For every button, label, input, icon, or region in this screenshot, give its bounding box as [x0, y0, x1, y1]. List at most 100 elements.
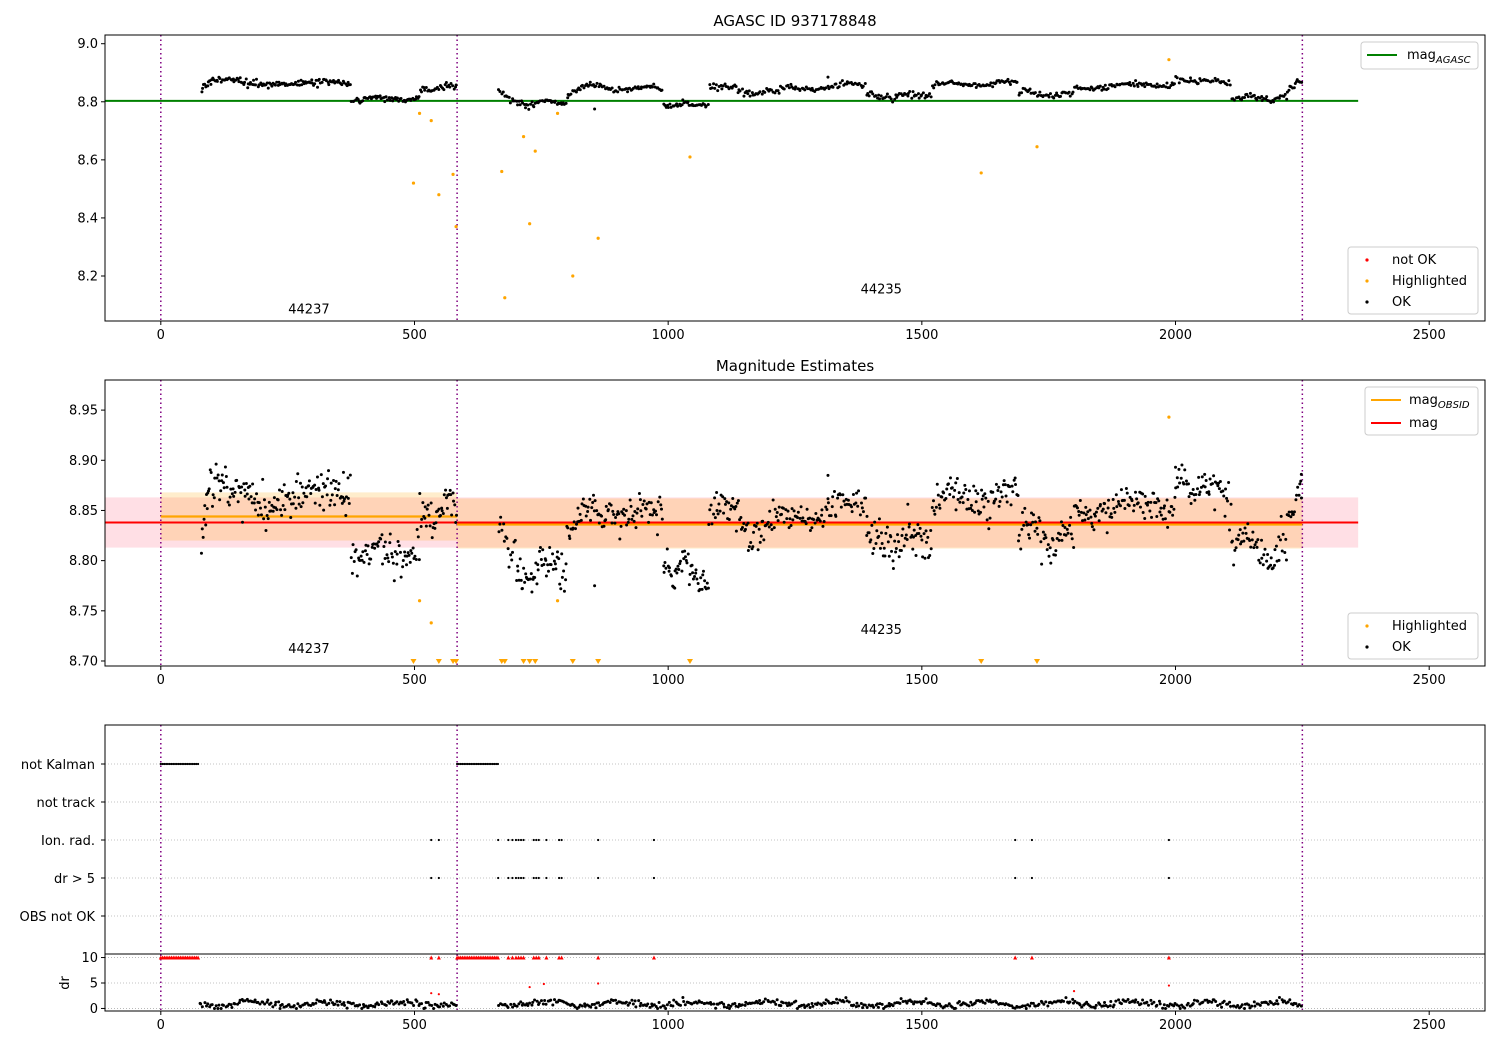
dr-point-229 [614, 998, 618, 1002]
panel2-ytick-label-3: 8.85 [69, 504, 98, 519]
panel2-ok-point-1078 [1174, 465, 1178, 469]
flag-point-3-14 [560, 876, 563, 880]
panel2-ok-point-806 [1028, 536, 1032, 540]
offscale-marker-6 [520, 659, 527, 664]
panel1-xtick-label-2: 1000 [652, 328, 685, 343]
panel2-ok-point-309 [536, 568, 540, 572]
panel2-ok-point-27 [223, 465, 227, 469]
panel2-ok-point-75 [269, 509, 273, 513]
panel1-ok-point-312 [627, 86, 631, 90]
panel2-ok-point-504 [727, 501, 731, 505]
panel1-ok-point-793 [1287, 88, 1291, 92]
dr-point-588 [1201, 1000, 1205, 1004]
dr-point-169 [515, 1004, 519, 1008]
panel2-ok-point-635 [865, 533, 869, 537]
dr-point-186 [543, 998, 547, 1002]
flag-point-3-19 [1167, 876, 1171, 880]
panel1-ok-point-722 [1188, 76, 1192, 80]
panel2-ok-point-788 [1010, 484, 1014, 488]
panel1-ok-point-525 [921, 91, 925, 95]
dr-point-604 [1228, 1000, 1232, 1004]
panel2-ok-point-1037 [1262, 553, 1266, 557]
dr-clip-marker-54 [531, 955, 536, 960]
panel2-ok-point-742 [966, 497, 970, 501]
panel2-ok-point-778 [1000, 495, 1004, 499]
panel2-ok-point-1024 [1249, 545, 1253, 549]
panel2-ok-point-548 [771, 498, 775, 502]
legend-label-mag-agasc: mag [1407, 48, 1436, 63]
panel2-ok-point-308 [536, 563, 540, 567]
panel2-ok-point-956 [1180, 463, 1184, 467]
panel1-ok-point-623 [1053, 93, 1057, 97]
panel2-ok-point-0 [199, 551, 203, 555]
dr-point-89 [342, 1003, 346, 1007]
panel2-ok-point-1000 [1225, 496, 1229, 500]
dr-point-256 [657, 1001, 661, 1005]
dr-point-556 [1149, 998, 1153, 1002]
panel1-ok-point-382 [721, 84, 725, 88]
dr-point-372 [847, 1000, 851, 1004]
panel2-ok-point-33 [229, 487, 233, 491]
panel2-ok-point-908 [1132, 509, 1136, 513]
panel2-ok-point-857 [1079, 510, 1083, 514]
panel2-ok-point-1066 [1291, 512, 1295, 516]
panel2-xtick-label-1: 500 [402, 673, 427, 688]
dr-point-596 [1214, 999, 1218, 1003]
panel2-ok-point-774 [997, 485, 1001, 489]
panel2-ok-point-819 [1041, 530, 1045, 534]
dr-point-392 [880, 1002, 884, 1006]
panel2-ok-point-583 [808, 529, 812, 533]
panel1-ok-point-739 [1211, 79, 1215, 83]
panel1-highlighted-point-13 [596, 236, 600, 240]
panel2-ok-point-60 [255, 492, 259, 496]
dr-point-491 [1042, 1002, 1046, 1006]
dr-point-632 [1273, 1002, 1277, 1006]
panel1-ok-point-28 [231, 77, 235, 81]
dr-point-496 [1050, 1001, 1054, 1005]
dr-point-173 [521, 1002, 525, 1006]
panel2-ok-point-367 [592, 509, 596, 513]
panel2-ok-point-307 [535, 582, 539, 586]
dr-point-347 [807, 1003, 811, 1007]
panel2-ok-point-1032 [1257, 558, 1261, 562]
panel2-ok-point-330 [555, 550, 559, 554]
panel2-ok-point-736 [960, 495, 964, 499]
panel2-ok-point-700 [926, 535, 930, 539]
panel1-ok-point-395 [741, 87, 745, 91]
dr-point-333 [784, 1001, 788, 1005]
panel2-ok-point-454 [678, 559, 682, 563]
dr-point-577 [1183, 1006, 1187, 1010]
panel2-ok-point-286 [516, 564, 520, 568]
flag-point-3-13 [557, 876, 561, 880]
panel2-ok-point-101 [294, 506, 298, 510]
dr-red-point-3 [542, 982, 545, 986]
dr-point-86 [338, 1000, 342, 1004]
panel2-ok-point-3 [202, 517, 206, 521]
flag-point-2-10 [535, 838, 538, 842]
dr-point-269 [679, 1003, 683, 1007]
panel2-ok-point-365 [591, 500, 595, 504]
panel2-ok-point-66 [261, 477, 265, 481]
panel1-ok-point-341 [666, 106, 670, 110]
dr-point-550 [1139, 1002, 1143, 1006]
panel2-ok-point-235 [423, 516, 427, 520]
panel2-ok-point-892 [1115, 505, 1119, 509]
panel2-ok-point-752 [976, 492, 980, 496]
panel2-ok-point-1017 [1242, 539, 1246, 543]
dr-point-379 [859, 1002, 863, 1006]
panel2-ok-point-711 [936, 493, 940, 497]
panel2-ok-point-312 [539, 558, 543, 562]
panel2-ok-point-1003 [1228, 528, 1232, 532]
panel3-xtick-label-2: 1000 [652, 1018, 685, 1033]
panel2-ok-point-654 [882, 546, 886, 550]
panel2-ok-point-730 [954, 508, 958, 512]
panel2-ok-point-289 [518, 557, 522, 561]
panel1-ok-point-188 [424, 86, 428, 90]
panel1-ok-point-336 [660, 88, 664, 92]
panel2-ok-point-645 [874, 541, 878, 545]
dr-point-546 [1133, 1000, 1137, 1004]
panel2-ok-point-627 [856, 504, 860, 508]
dr-point-641 [1288, 998, 1292, 1002]
panel2-ok-point-79 [272, 496, 276, 500]
panel1-ok-point-391 [734, 85, 738, 89]
